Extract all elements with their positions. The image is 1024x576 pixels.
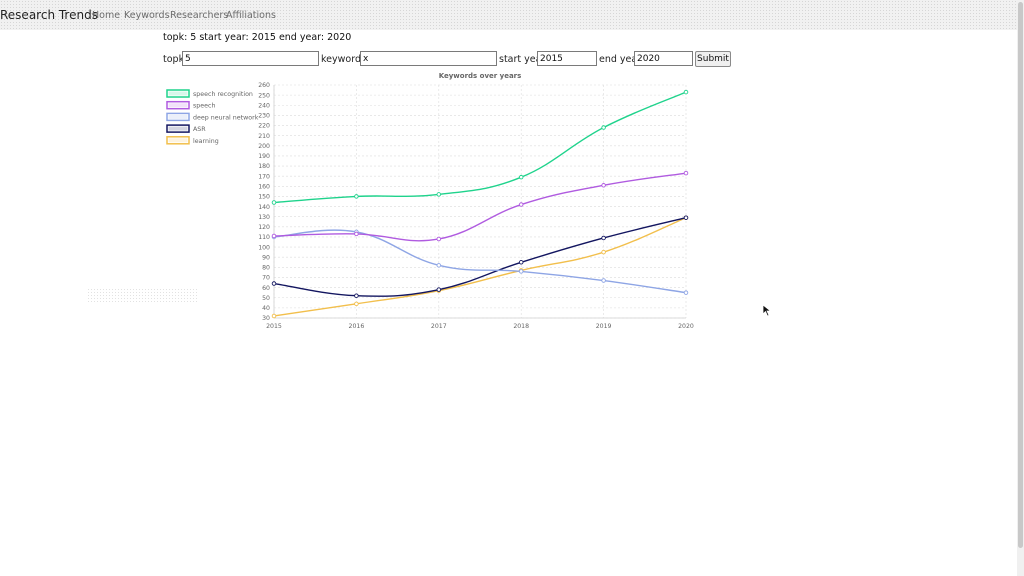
data-point (436, 236, 442, 242)
data-point (436, 287, 442, 292)
series-line (273, 91, 687, 204)
legend-swatch-fill (168, 138, 188, 143)
data-point (518, 174, 524, 180)
nav-link-home[interactable]: Home (92, 10, 121, 21)
legend-swatch (166, 89, 190, 98)
scrollbar-thumb[interactable] (1018, 2, 1023, 548)
background-artifact (87, 288, 197, 304)
x-tick-label: 2019 (596, 323, 612, 330)
y-tick-label: 50 (262, 295, 270, 302)
y-tick-label: 210 (258, 133, 270, 140)
keywords-input[interactable] (360, 51, 497, 66)
data-point (354, 231, 359, 237)
nav-link-keywords[interactable]: Keywords (124, 10, 170, 21)
y-tick-label: 230 (258, 113, 270, 120)
y-tick-label: 80 (262, 265, 270, 272)
y-tick-label: 40 (262, 305, 270, 312)
data-point (271, 313, 277, 319)
y-tick-label: 220 (258, 123, 270, 130)
data-point (683, 89, 689, 95)
legend-swatch-fill (168, 126, 188, 131)
y-tick-label: 260 (258, 82, 270, 89)
y-tick-label: 150 (258, 194, 270, 201)
legend-swatch (166, 100, 190, 110)
keywords-chart: Keywords over years 30 40 50 60 70 80 90 100 110 1… (160, 70, 700, 335)
y-tick-label: 60 (262, 285, 270, 292)
chart-title: Keywords over years (439, 72, 522, 80)
y-tick-label: 180 (258, 163, 270, 170)
x-tick-label: 2015 (266, 323, 282, 330)
data-point (601, 249, 606, 255)
data-point (683, 215, 689, 220)
x-tick-label: 2016 (349, 323, 365, 330)
data-point (683, 170, 689, 176)
series-line (273, 217, 687, 297)
query-summary: topk: 5 start year: 2015 end year: 2020 (163, 32, 352, 43)
legend-swatch (166, 136, 190, 145)
start-year-label: start year: (499, 54, 549, 65)
topk-input[interactable] (182, 51, 319, 66)
topk-label: topk: (163, 54, 188, 65)
legend-label: speech recognition (193, 91, 253, 98)
end-year-input[interactable] (634, 51, 693, 66)
page-scrollbar[interactable] (1017, 0, 1024, 576)
navbar: Research Trends Home Keywords Researcher… (0, 0, 1017, 30)
y-tick-label: 110 (258, 234, 270, 241)
data-point (518, 260, 524, 265)
legend-swatch (166, 124, 190, 133)
legend-swatch-fill (168, 103, 188, 108)
series-line (273, 217, 687, 317)
keywords-chart-svg: Keywords over years 30 40 50 60 70 80 90 100 110 1… (166, 72, 694, 330)
series-line (273, 229, 687, 294)
data-point (518, 202, 524, 207)
legend-swatch-fill (168, 114, 188, 119)
data-point (271, 281, 277, 286)
legend-label: learning (193, 138, 219, 145)
x-tick-label: 2020 (678, 323, 694, 330)
data-point (518, 269, 524, 274)
data-point (271, 200, 277, 205)
legend-label: deep neural network (193, 114, 259, 121)
submit-button[interactable]: Submit (695, 51, 731, 67)
legend-swatch-fill (168, 91, 188, 96)
y-tick-label: 200 (258, 143, 270, 150)
series-line (273, 172, 687, 242)
nav-link-affiliations[interactable]: Affiliations (226, 10, 276, 21)
y-tick-label: 90 (262, 254, 270, 261)
x-tick-label: 2017 (431, 323, 447, 330)
data-point (683, 290, 689, 295)
keywords-label: keywords: (321, 54, 370, 65)
y-tick-label: 130 (258, 214, 270, 221)
data-point (601, 278, 606, 283)
data-point (354, 301, 359, 307)
start-year-input[interactable] (537, 51, 597, 66)
data-point (601, 183, 606, 188)
y-tick-label: 100 (258, 244, 270, 251)
legend-label: ASR (193, 126, 206, 133)
data-point (601, 125, 606, 130)
mouse-cursor-icon (762, 304, 772, 317)
y-tick-label: 70 (262, 275, 270, 282)
end-year-label: end year: (599, 54, 645, 65)
legend-swatch (166, 112, 190, 122)
data-point (436, 192, 442, 197)
data-point (601, 235, 606, 241)
brand-link[interactable]: Research Trends (0, 8, 98, 22)
x-tick-label: 2018 (513, 323, 529, 330)
y-tick-label: 240 (258, 102, 270, 109)
data-point (354, 194, 359, 199)
nav-link-researchers[interactable]: Researchers (170, 10, 229, 21)
data-point (271, 233, 277, 239)
y-tick-label: 30 (262, 315, 270, 322)
y-tick-label: 190 (258, 153, 270, 160)
y-tick-label: 170 (258, 173, 270, 180)
y-tick-label: 140 (258, 204, 270, 211)
y-tick-label: 120 (258, 224, 270, 231)
legend-label: speech (193, 103, 215, 110)
y-tick-label: 250 (258, 92, 270, 99)
y-tick-label: 160 (258, 184, 270, 191)
data-point (436, 263, 442, 268)
data-point (354, 293, 359, 298)
